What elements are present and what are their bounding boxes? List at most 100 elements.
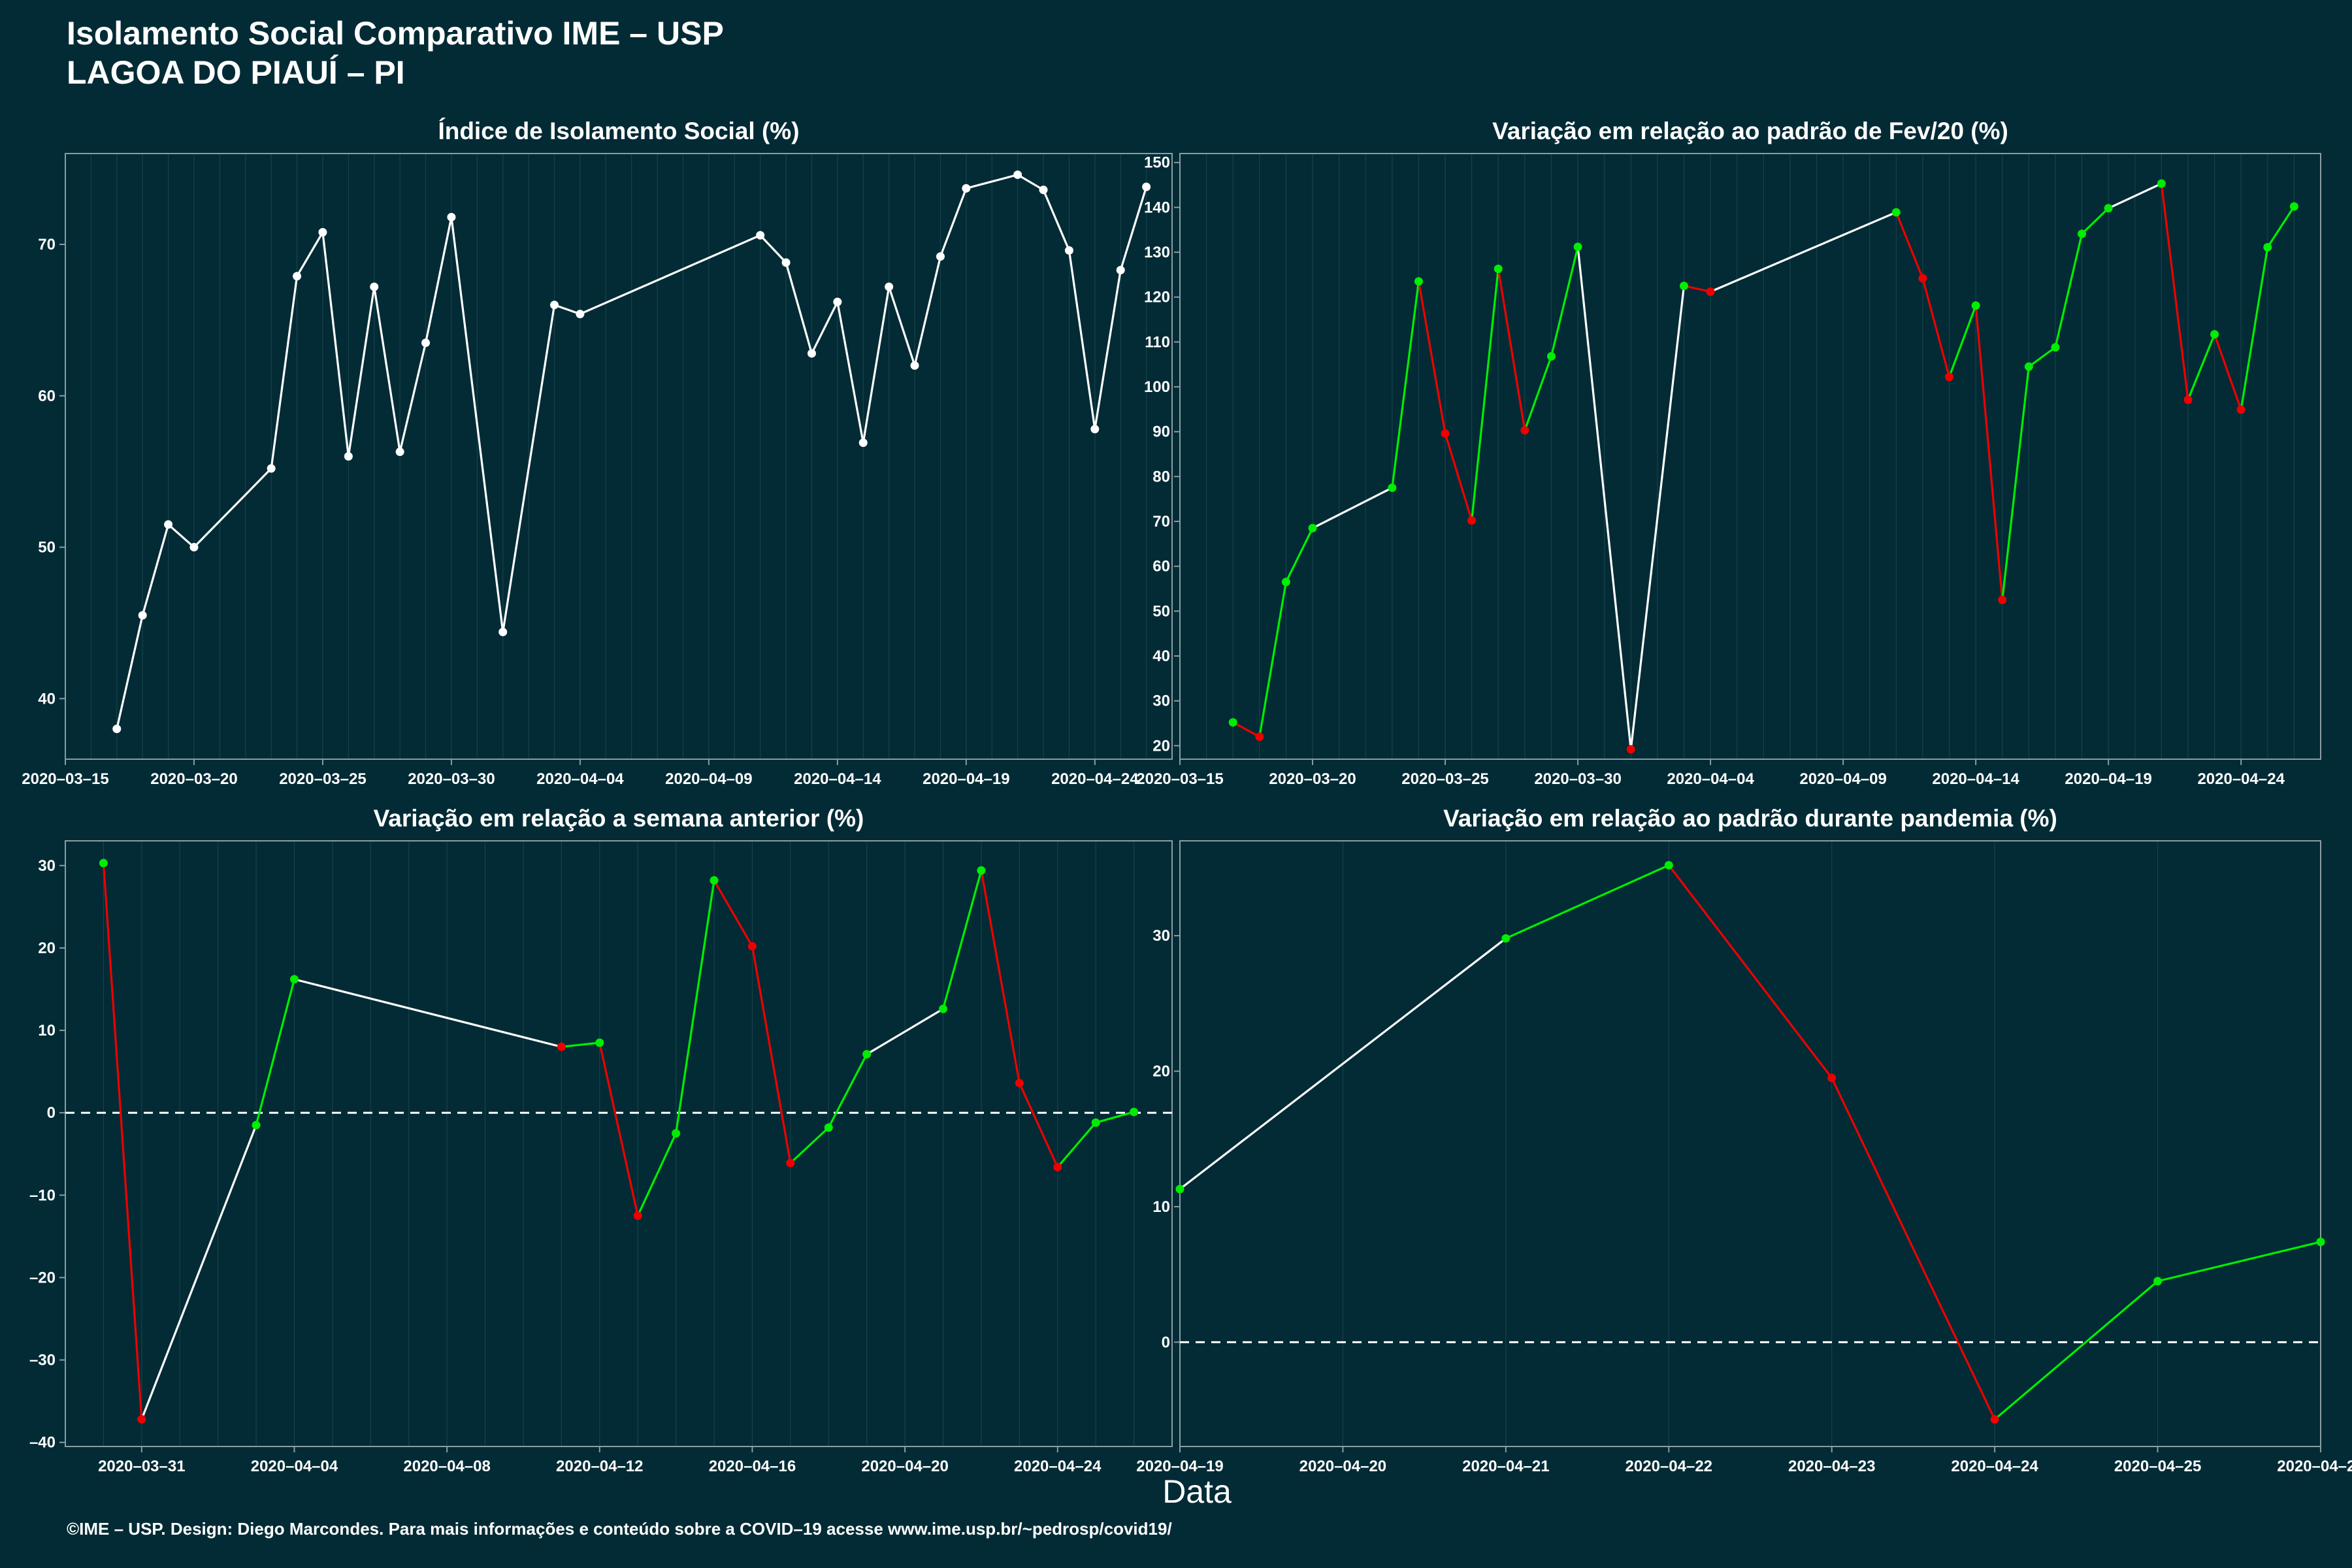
series-segment <box>2160 182 2189 401</box>
series-segment <box>255 978 296 1126</box>
data-point <box>1281 578 1290 587</box>
series-segment <box>866 1007 945 1056</box>
data-point <box>1388 483 1397 493</box>
data-point <box>99 858 108 868</box>
series-segment <box>836 301 864 444</box>
data-point <box>498 627 508 636</box>
series-segment <box>2080 207 2110 235</box>
data-point <box>1142 182 1151 191</box>
x-axis-label: Data <box>1162 1473 1232 1510</box>
series-segment <box>347 286 376 458</box>
series-segment <box>270 275 299 470</box>
data-point <box>189 543 199 552</box>
data-point <box>1918 274 1927 283</box>
series-segment <box>116 614 144 730</box>
data-point <box>910 361 919 370</box>
series-segment <box>675 879 715 1135</box>
series-segment <box>1094 1111 1135 1124</box>
x-tick-label: 2020–04–19 <box>1136 1458 1223 1475</box>
x-tick-label: 2020–03–15 <box>22 770 108 788</box>
x-tick-label: 2020–04–23 <box>1788 1458 1875 1475</box>
series-segment <box>1017 173 1045 191</box>
series-segment <box>1550 246 1579 357</box>
series-segment <box>1993 1280 2159 1421</box>
data-point <box>595 1038 604 1047</box>
series-segment <box>941 869 983 1010</box>
y-tick-label: 90 <box>1152 423 1170 441</box>
data-point <box>138 611 147 620</box>
y-tick-label: –10 <box>29 1186 56 1204</box>
x-tick-label: 2020–04–14 <box>794 770 881 788</box>
data-point <box>2236 405 2246 414</box>
data-point <box>447 212 456 221</box>
data-point <box>1064 246 1073 255</box>
x-tick-label: 2020–04–24 <box>1051 770 1139 788</box>
data-point <box>557 1042 566 1051</box>
series-segment <box>713 879 754 948</box>
series-segment <box>2187 333 2216 401</box>
series-segment <box>1056 1121 1097 1169</box>
series-segment <box>293 978 563 1048</box>
data-point <box>318 228 327 237</box>
y-tick-label: 40 <box>38 690 56 708</box>
y-tick-label: 50 <box>38 539 56 557</box>
y-tick-label: 0 <box>1162 1333 1170 1351</box>
footer-credits: ©IME – USP. Design: Diego Marcondes. Par… <box>67 1519 1172 1539</box>
series-segment <box>450 216 504 633</box>
data-point <box>781 258 791 267</box>
data-point <box>137 1414 146 1424</box>
series-segment <box>1895 211 1924 280</box>
x-tick-label: 2020–04–24 <box>1014 1458 1102 1475</box>
chart-panel-3: Variação em relação a semana anterior (%… <box>29 805 1173 1475</box>
series-segment <box>553 304 581 316</box>
data-point <box>710 876 719 885</box>
plot-frame <box>1179 840 2321 1447</box>
data-point <box>1891 208 1901 217</box>
series-segment <box>980 869 1021 1085</box>
y-tick-label: 140 <box>1144 199 1170 216</box>
y-tick-label: 80 <box>1152 468 1170 485</box>
series-segment <box>1524 355 1553 432</box>
series-segment <box>1444 432 1473 522</box>
data-point <box>289 975 299 984</box>
data-point <box>807 349 816 358</box>
chart-title: Variação em relação ao padrão de Fev/20 … <box>1492 118 2008 144</box>
data-point <box>1091 1118 1100 1127</box>
data-point <box>1441 429 1450 438</box>
series-segment <box>1921 277 1951 378</box>
y-tick-label: 100 <box>1144 378 1170 396</box>
series-segment <box>1831 1077 1996 1421</box>
y-tick-label: 70 <box>1152 513 1170 531</box>
series-segment <box>1417 280 1446 435</box>
data-point <box>252 1120 261 1130</box>
x-tick-label: 2020–03–31 <box>98 1458 185 1475</box>
y-tick-label: 10 <box>1152 1198 1170 1216</box>
y-tick-label: 20 <box>1152 1063 1170 1081</box>
data-point <box>672 1129 681 1138</box>
series-segment <box>140 1124 257 1420</box>
series-segment <box>579 234 762 316</box>
series-segment <box>1179 937 1507 1190</box>
plot-frame <box>65 153 1173 760</box>
series-segment <box>1042 189 1071 252</box>
data-point <box>1971 301 1980 310</box>
data-point <box>2104 204 2113 213</box>
y-tick-label: 40 <box>1152 647 1170 665</box>
data-point <box>293 272 302 281</box>
y-tick-label: –40 <box>29 1434 56 1452</box>
data-point <box>2153 1277 2163 1286</box>
series-segment <box>965 173 1019 189</box>
chart-title: Índice de Isolamento Social (%) <box>438 118 799 144</box>
chart-panel-4: Variação em relação ao padrão durante pa… <box>1136 805 2352 1475</box>
series-segment <box>785 261 813 355</box>
data-point <box>550 301 559 310</box>
y-tick-label: 20 <box>1152 737 1170 755</box>
data-point <box>1013 170 1022 179</box>
y-tick-label: 30 <box>1152 693 1170 710</box>
x-tick-label: 2020–04–19 <box>923 770 1009 788</box>
y-tick-label: 30 <box>38 857 56 875</box>
x-tick-label: 2020–04–14 <box>1932 770 2019 788</box>
x-tick-label: 2020–03–20 <box>1269 770 1356 788</box>
series-segment <box>2001 365 2030 601</box>
